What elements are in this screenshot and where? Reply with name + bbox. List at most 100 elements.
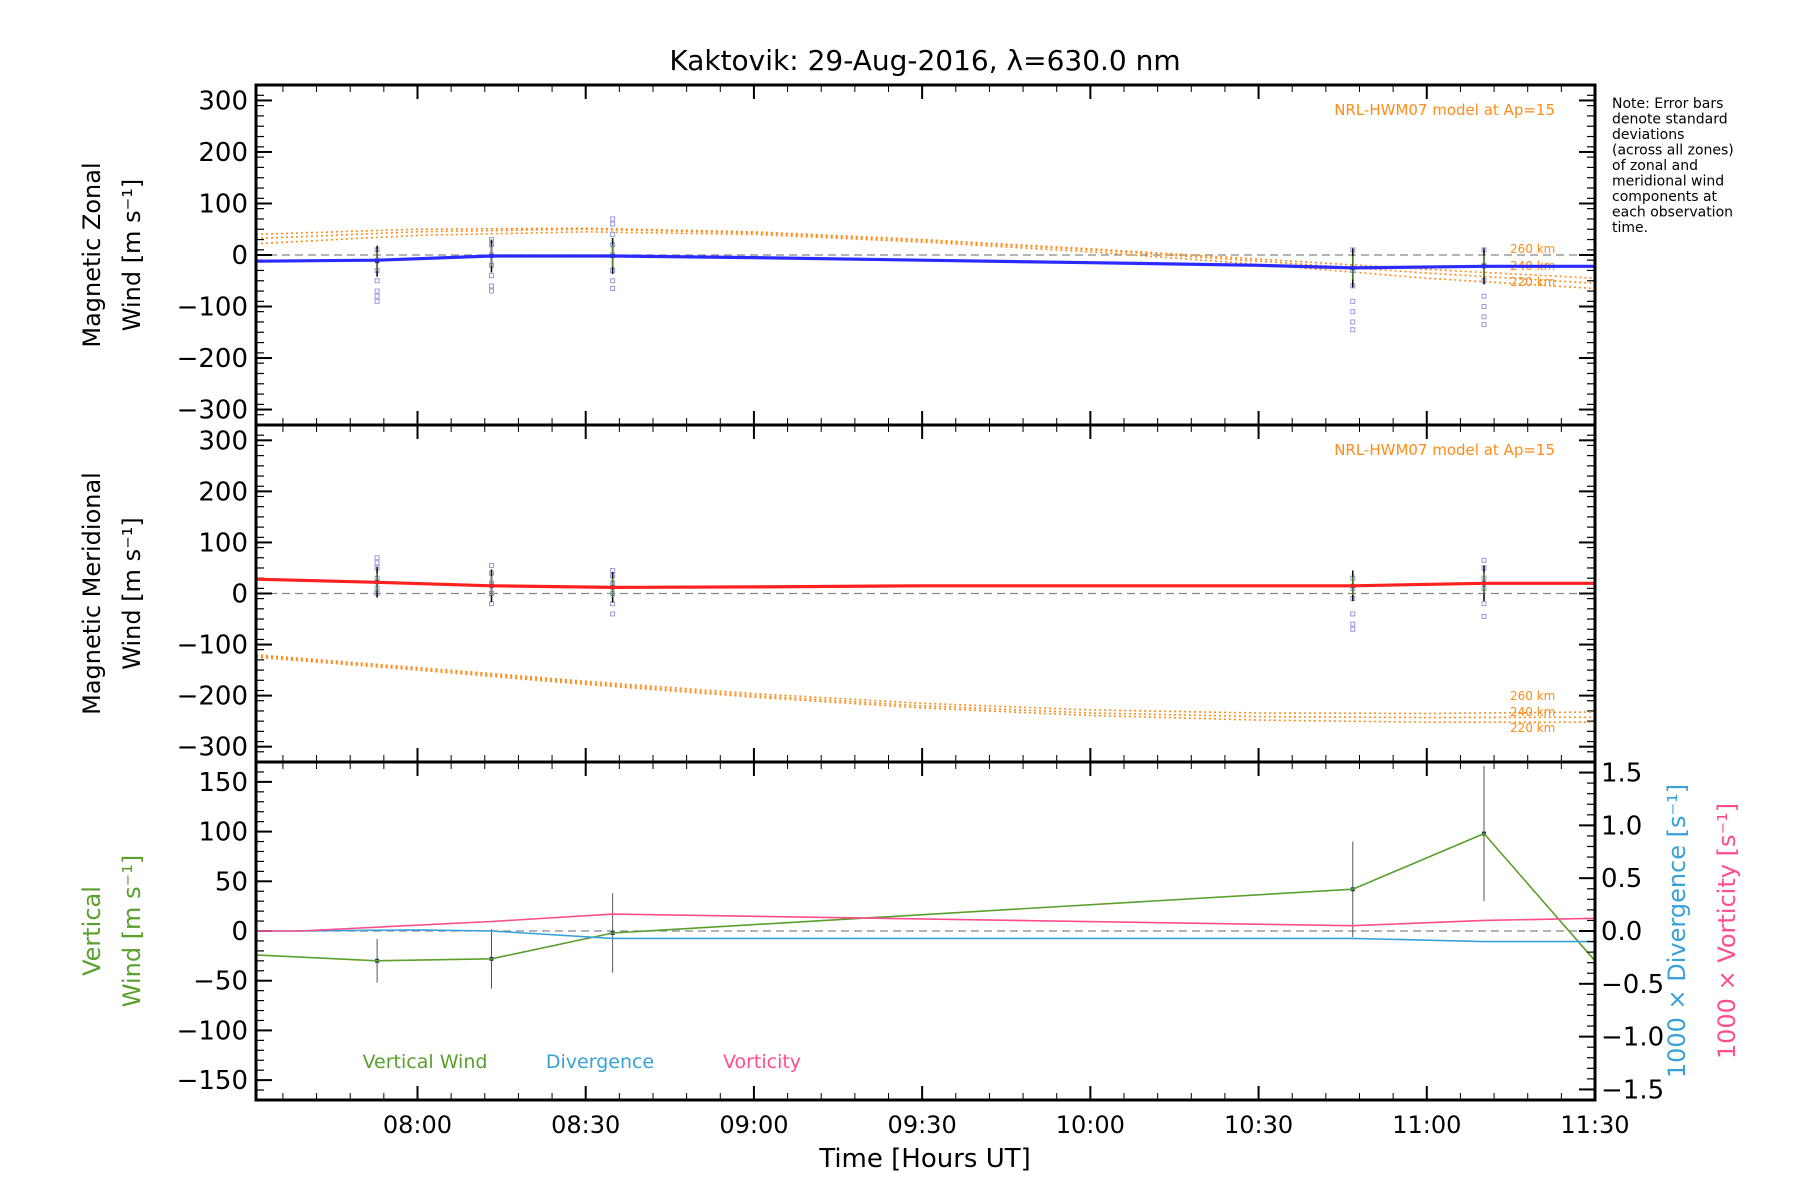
y2-tick-label: −0.5 — [1601, 970, 1664, 1000]
zone-point — [489, 283, 495, 289]
model-curve — [255, 654, 1596, 715]
zone-point — [489, 601, 495, 607]
note-line: of zonal and — [1612, 158, 1698, 174]
panel-zonal: 300 200 100 0 −100 −200 −300 Magnetic Zonal Wind… — [78, 83, 1597, 427]
x-tick-label: 08:00 — [383, 1111, 452, 1139]
legend-item: Vertical Wind — [363, 1051, 488, 1073]
y-tick-label: 200 — [198, 138, 248, 168]
zone-point — [1350, 621, 1356, 627]
panel-vertical: 150 100 50 0 −50 −100 −150 Vertical Wind [m s⁻¹]… — [78, 759, 1741, 1106]
zone-point — [1350, 327, 1356, 333]
y2-tick-label: −1.5 — [1601, 1075, 1664, 1105]
panel-meridional: 300 200 100 0 −100 −200 −300 Magnetic Meridiona… — [78, 423, 1597, 764]
y-tick-label: 300 — [198, 86, 248, 116]
y-tick-label: 150 — [198, 768, 248, 798]
zone-point — [374, 555, 380, 561]
x-axis: 08:00 08:30 09:00 09:30 10:00 10:30 11:00 11:30… — [383, 1111, 1630, 1174]
y-tick-label: −100 — [177, 293, 248, 323]
y-axis-label: Magnetic Meridional — [78, 472, 106, 715]
y-tick-label: 50 — [215, 867, 248, 897]
meridional-wind-line — [255, 577, 1595, 590]
legend-item: Divergence — [546, 1051, 654, 1073]
zone-point — [1481, 293, 1487, 299]
zone-point — [489, 273, 495, 279]
y-tick-label: −50 — [193, 967, 248, 997]
y-tick-label: 100 — [198, 189, 248, 219]
zone-point — [489, 288, 495, 294]
note-line: each observation — [1612, 205, 1733, 221]
x-tick-label: 09:30 — [888, 1111, 957, 1139]
x-tick-label: 08:30 — [551, 1111, 620, 1139]
series-line-divergence — [256, 929, 1595, 943]
zone-point — [610, 221, 616, 227]
y-tick-label: −300 — [177, 396, 248, 426]
note-line: deviations — [1612, 127, 1684, 143]
note-line: denote standard — [1612, 112, 1728, 128]
note-line: (across all zones) — [1612, 143, 1734, 159]
y-axis-label-units: Wind [m s⁻¹] — [118, 179, 146, 331]
y-tick-label: 0 — [231, 917, 248, 947]
y-axis-label: Magnetic Zonal — [78, 162, 106, 347]
y-tick-label: −100 — [177, 631, 248, 661]
panel-frame — [254, 760, 1597, 1102]
model-curve — [255, 655, 1596, 719]
model-height-label: 260 km — [1510, 689, 1555, 703]
model-label: NRL-HWM07 model at Ap=15 — [1334, 101, 1555, 119]
zone-point — [374, 293, 380, 299]
zone-point — [610, 278, 616, 284]
zone-point — [374, 298, 380, 304]
y-axis-label-units: Wind [m s⁻¹] — [118, 517, 146, 669]
y-tick-label: 200 — [198, 477, 248, 507]
x-tick-label: 10:30 — [1224, 1111, 1293, 1139]
zone-point — [610, 611, 616, 617]
x-axis-label: Time [Hours UT] — [818, 1144, 1031, 1174]
zone-point — [1350, 611, 1356, 617]
zone-point — [610, 568, 616, 574]
y-tick-label: −150 — [177, 1066, 248, 1096]
model-label: NRL-HWM07 model at Ap=15 — [1334, 441, 1555, 459]
zone-point — [1481, 613, 1487, 619]
note-line: meridional wind — [1612, 174, 1724, 190]
model-height-label: 240 km — [1510, 705, 1555, 719]
y-tick-label: 100 — [198, 528, 248, 558]
zone-point — [1481, 314, 1487, 320]
model-curve — [255, 230, 1596, 290]
y-axis-label: Vertical — [78, 886, 106, 976]
y-tick-label: −200 — [177, 344, 248, 374]
y2-tick-label: 0.0 — [1601, 917, 1642, 947]
zone-point — [374, 278, 380, 284]
model-height-label: 260 km — [1510, 242, 1555, 256]
x-tick-label: 11:00 — [1392, 1111, 1461, 1139]
model-height-label: 220 km — [1510, 721, 1555, 735]
x-tick-label: 11:30 — [1560, 1111, 1629, 1139]
zone-point — [489, 562, 495, 568]
model-curve — [255, 227, 1596, 279]
y2-axis-label-divergence: 1000 × Divergence [s⁻¹] — [1663, 784, 1691, 1078]
y-axis-label-units: Wind [m s⁻¹] — [118, 855, 146, 1007]
zone-point — [1350, 309, 1356, 315]
panels: 300 200 100 0 −100 −200 −300 Magnetic Zonal Wind… — [78, 83, 1741, 1106]
zone-point — [1481, 557, 1487, 563]
y2-tick-label: 1.5 — [1601, 759, 1642, 789]
y-tick-label: 0 — [231, 580, 248, 610]
note-line: Note: Error bars — [1612, 96, 1723, 112]
zone-point — [1481, 304, 1487, 310]
y-tick-label: 0 — [231, 241, 248, 271]
y2-tick-label: −1.0 — [1601, 1023, 1664, 1053]
zone-point — [374, 288, 380, 294]
zonal-wind-line — [255, 254, 1595, 270]
y-tick-label: −300 — [177, 733, 248, 763]
zone-point — [1350, 626, 1356, 632]
y-tick-label: −200 — [177, 682, 248, 712]
series-line-vorticity — [256, 913, 1596, 932]
note-line: time. — [1612, 220, 1648, 236]
legend-item: Vorticity — [723, 1051, 801, 1073]
y-tick-label: 100 — [198, 818, 248, 848]
x-tick-label: 10:00 — [1056, 1111, 1125, 1139]
model-height-label: 220 km — [1510, 275, 1555, 289]
y2-axis-label-vorticity: 1000 × Vorticity [s⁻¹] — [1713, 803, 1741, 1059]
model-curve — [255, 656, 1595, 724]
series-line-vertical-wind — [255, 832, 1596, 962]
